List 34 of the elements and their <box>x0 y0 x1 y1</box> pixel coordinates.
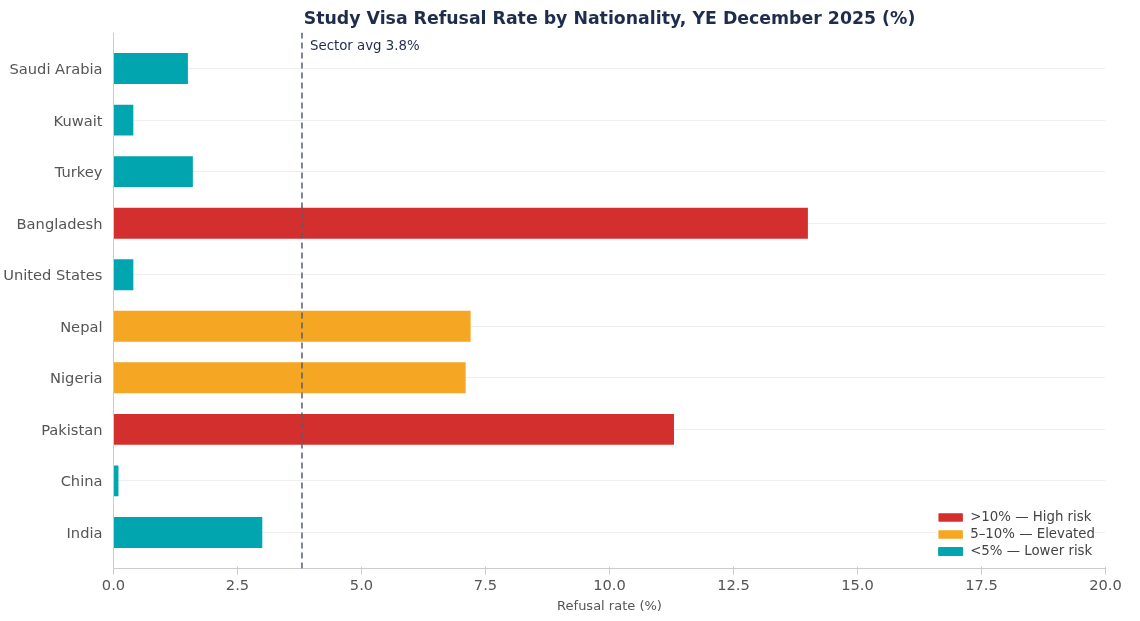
bar <box>113 310 471 342</box>
x-tick-label: 20.0 <box>1089 575 1122 593</box>
x-tick-label: 10.0 <box>593 575 626 593</box>
y-tick-label: Nigeria <box>50 369 103 387</box>
x-tick-label: 15.0 <box>841 575 874 593</box>
bar <box>113 259 134 291</box>
y-tick-label: Saudi Arabia <box>9 60 103 78</box>
y-tick-label: Turkey <box>53 163 103 181</box>
legend-label: >10% — High risk <box>970 509 1092 524</box>
bar <box>113 207 808 239</box>
bar <box>113 156 193 188</box>
legend-label: <5% — Lower risk <box>970 543 1093 558</box>
bar <box>113 53 188 85</box>
y-tick-label: Kuwait <box>53 111 103 129</box>
bar <box>113 104 134 136</box>
bar <box>113 516 263 548</box>
x-tick-label: 2.5 <box>225 575 250 593</box>
y-tick-label: United States <box>3 266 103 284</box>
y-tick-label: Pakistan <box>41 420 103 438</box>
x-axis-title: Refusal rate (%) <box>557 597 662 613</box>
bar <box>113 413 674 445</box>
bar <box>113 362 466 394</box>
y-tick-label: China <box>60 472 103 490</box>
chart-title: Study Visa Refusal Rate by Nationality, YE December 2025 (%) <box>303 7 916 28</box>
y-tick-label: Nepal <box>60 317 103 335</box>
x-tick-label: 17.5 <box>965 575 998 593</box>
x-tick-label: 0.0 <box>101 575 126 593</box>
x-tick-label: 12.5 <box>717 575 750 593</box>
legend-label: 5–10% — Elevated <box>970 526 1095 541</box>
x-tick-label: 7.5 <box>473 575 498 593</box>
ref-line-label: Sector avg 3.8% <box>309 37 420 53</box>
x-tick-label: 5.0 <box>349 575 374 593</box>
y-tick-label: Bangladesh <box>16 214 103 232</box>
y-tick-label: India <box>66 523 103 541</box>
